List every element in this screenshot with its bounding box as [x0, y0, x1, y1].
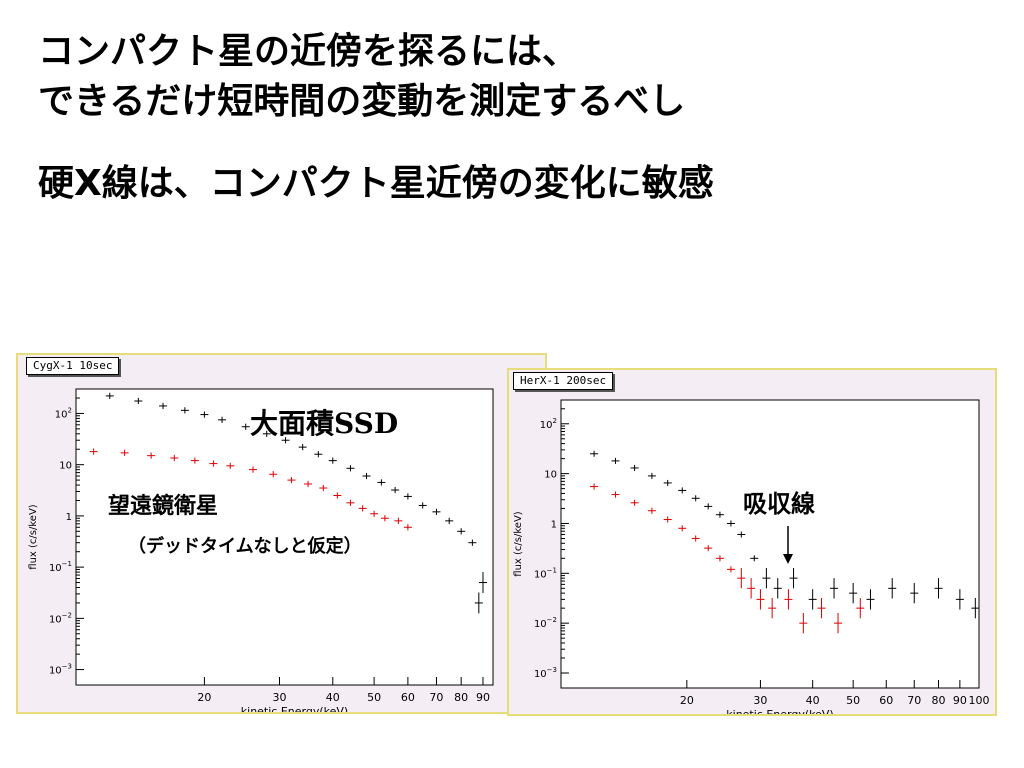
left-plot-svg: 102 10 1 10−1 10−2 10−3 20 30 40 50 60 70 80 90 kineti… [28, 388, 494, 712]
plot-frame [560, 399, 980, 689]
absorption-arrow-head [783, 554, 793, 564]
plot-frame [75, 388, 494, 686]
x-tick-label: 60 [401, 691, 415, 704]
y-tick-label: 10−2 [534, 616, 557, 630]
y-tick-label: 102 [55, 406, 72, 420]
y-axis-label: flux (c/s/keV) [28, 504, 39, 570]
x-tick-label: 40 [326, 691, 340, 704]
heading-line-3: 硬X線は、コンパクト星近傍の変化に敏感 [38, 163, 714, 204]
label-telescope-satellite: 望遠鏡衛星 [108, 494, 219, 519]
x-tick-label: 90 [476, 691, 490, 704]
x-tick-label: 90 [953, 694, 967, 707]
x-tick-label: 80 [454, 691, 468, 704]
y-tick-label: 10 [59, 461, 72, 472]
left-plot-panel: 102 10 1 10−1 10−2 10−3 20 30 40 50 60 70 80 90 kineti… [16, 353, 547, 714]
x-axis-label: kinetic Energy(keV) [241, 705, 348, 712]
x-tick-label: 30 [753, 694, 767, 707]
y-tick-label: 10−1 [534, 566, 557, 580]
y-tick-label: 1 [66, 512, 72, 523]
y-tick-label: 1 [551, 519, 557, 530]
x-tick-label: 20 [197, 691, 211, 704]
x-tick-label: 50 [846, 694, 860, 707]
label-deadtime-note: （デッドタイムなしと仮定） [128, 536, 362, 557]
x-tick-label: 70 [429, 691, 443, 704]
heading-line-1: コンパクト星の近傍を探るには、 [38, 31, 579, 72]
x-axis-label: kinetic Energy(keV) [726, 708, 833, 714]
y-tick-label: 10−3 [534, 666, 557, 680]
x-tick-label: 80 [931, 694, 945, 707]
y-axis-label: flux (c/s/keV) [513, 511, 524, 577]
right-plot-title: HerX-1 200sec [513, 372, 614, 390]
y-tick-label: 102 [540, 417, 557, 431]
y-tick-label: 10 [544, 470, 557, 481]
x-tick-label: 30 [272, 691, 286, 704]
y-tick-label: 10−2 [49, 611, 72, 625]
x-tick-label: 20 [680, 694, 694, 707]
left-plot-title: CygX-1 10sec [26, 357, 120, 375]
x-tick-label: 100 [969, 694, 990, 707]
label-absorption-line: 吸収線 [743, 490, 815, 518]
y-tick-label: 10−1 [49, 560, 72, 574]
x-tick-label: 70 [907, 694, 921, 707]
heading-line-2: できるだけ短時間の変動を測定するべし [38, 81, 686, 122]
x-tick-label: 60 [879, 694, 893, 707]
x-tick-label: 40 [806, 694, 820, 707]
x-tick-label: 50 [367, 691, 381, 704]
label-large-area-ssd: 大面積SSD [250, 407, 399, 440]
y-tick-label: 10−3 [49, 663, 72, 677]
